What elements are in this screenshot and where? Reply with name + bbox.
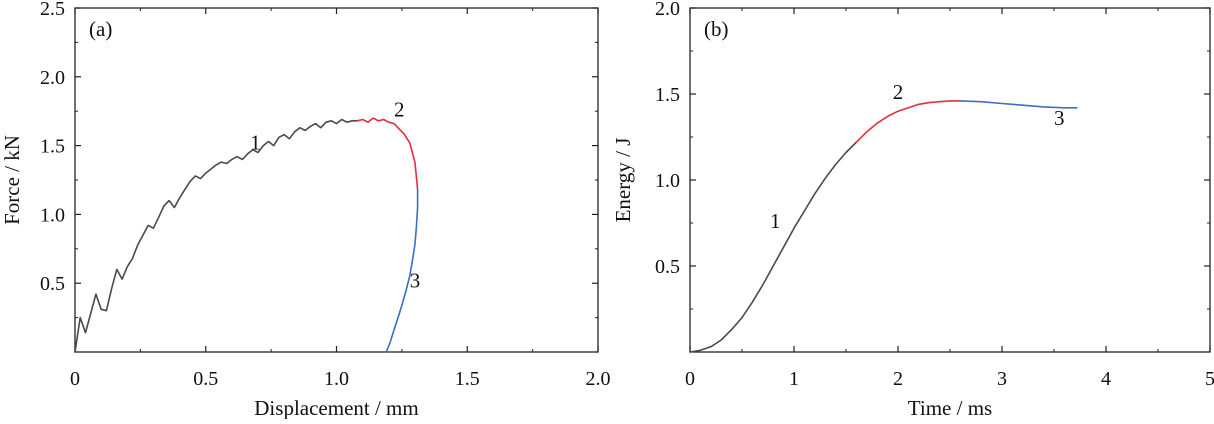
x-tick-label: 3 [997, 368, 1007, 390]
y-axis-title: Energy / J [611, 138, 635, 223]
series-line-1 [74, 118, 359, 353]
panel-a: 0 0.5 1.0 1.5 2.0 0.5 1.0 1.5 2.0 2.5 1 2 3 (a) Displa… [0, 0, 611, 420]
plot-frame [689, 7, 1211, 353]
series-line-1 [689, 141, 858, 353]
y-axis-title: Force / kN [0, 135, 24, 225]
x-tick-label: 2 [893, 368, 903, 390]
curve-stage-label: 3 [1054, 106, 1065, 130]
panel-label: (a) [89, 17, 112, 41]
y-tick-label: 2.0 [40, 67, 65, 89]
y-tick-label: 1.5 [655, 84, 680, 106]
series-line-3 [959, 100, 1078, 109]
x-axis-title: Time / ms [908, 396, 992, 419]
series-line-2 [855, 100, 962, 143]
y-tick-label: 0.5 [40, 273, 65, 295]
x-axis-title: Displacement / mm [254, 396, 418, 419]
y-tick-label: 1.5 [40, 136, 65, 158]
series-line-3 [385, 188, 419, 353]
x-tick-label: 1.0 [324, 368, 349, 390]
x-tick-label: 0.5 [193, 368, 218, 390]
panel-b: 0 1 2 3 4 5 0.5 1.0 1.5 2.0 1 2 3 (b) Time / ms Energy … [611, 0, 1214, 420]
panel-label: (b) [704, 17, 729, 41]
x-tick-label: 5 [1205, 368, 1214, 390]
curve-stage-label: 3 [410, 268, 421, 292]
x-tick-label: 0 [685, 368, 695, 390]
x-tick-label: 1 [789, 368, 799, 390]
y-tick-label: 2.0 [655, 0, 680, 20]
x-tick-label: 4 [1101, 368, 1111, 390]
curve-stage-label: 1 [770, 209, 781, 233]
curve-stage-label: 1 [250, 131, 261, 155]
curve-stage-label: 2 [893, 80, 904, 104]
y-tick-label: 0.5 [655, 256, 680, 278]
x-tick-label: 2.0 [586, 368, 611, 390]
y-tick-label: 1.0 [655, 170, 680, 192]
curve-stage-label: 2 [394, 98, 405, 122]
y-tick-label: 2.5 [40, 0, 65, 20]
x-tick-label: 0 [70, 368, 80, 390]
series-line-2 [356, 117, 419, 191]
plot-frame [74, 7, 599, 353]
x-tick-label: 1.5 [455, 368, 480, 390]
y-tick-label: 1.0 [40, 204, 65, 226]
